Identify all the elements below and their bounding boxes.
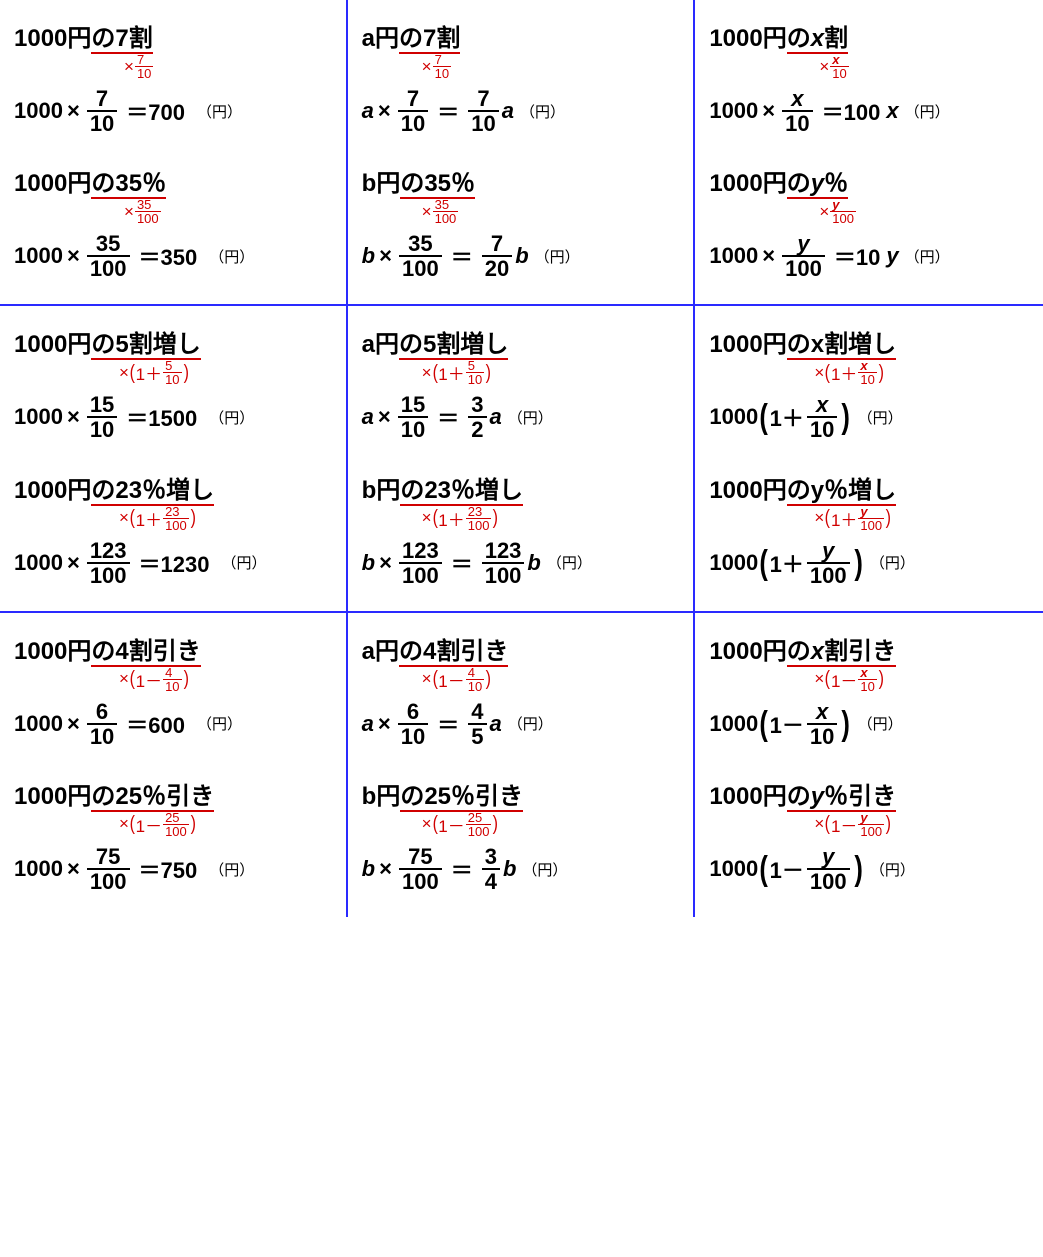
block-r2c2a: a円の5割増し × 1＋510 a× 1510 ＝ 32 a （円） xyxy=(362,324,680,441)
title: b円の35％ xyxy=(362,170,475,199)
title: a円の5割増し xyxy=(362,331,509,360)
equation: 1000× 710 ＝700 （円） xyxy=(14,87,332,135)
title: 1000円のy％引き xyxy=(709,783,896,812)
block-r3c2b: b円の25％引き × 1－25100 b× 75100 ＝ 34 b （円） xyxy=(362,776,680,893)
title: 1000円の23％増し xyxy=(14,477,214,506)
equation: 1000× 610 ＝600 （円） xyxy=(14,700,332,748)
equation: 1000× y100 ＝10y （円） xyxy=(709,232,1029,280)
equation: b× 75100 ＝ 34 b （円） xyxy=(362,845,680,893)
equation: 1000× 123100 ＝1230 （円） xyxy=(14,539,332,587)
block-r1c2a: a円の7割 × 710 a× 710 ＝ 710 a （円） xyxy=(362,18,680,135)
annotation: × y100 xyxy=(819,198,857,225)
annotation: × 1＋y100 xyxy=(814,505,891,532)
title: 1000円のy％ xyxy=(709,170,848,199)
equation: 1000 1＋x10 （円） xyxy=(709,393,1029,441)
annotation: × 1－410 xyxy=(422,666,492,693)
annotation: × 1＋23100 xyxy=(422,505,499,532)
title: 1000円の25％引き xyxy=(14,783,214,812)
equation: 1000 1＋y100 （円） xyxy=(709,539,1029,587)
math-grid: 1000円の7割 × 710 1000× 710 ＝700 （円） 1000円の… xyxy=(0,0,1043,917)
title: 1000円の4割引き xyxy=(14,638,201,667)
block-r1c2b: b円の35％ × 35100 b× 35100 ＝ 720 b （円） xyxy=(362,163,680,280)
equation: 1000 1－y100 （円） xyxy=(709,845,1029,893)
annotation: × 710 xyxy=(124,53,154,80)
title: 1000円のx割引き xyxy=(709,638,896,667)
annotation: × 1－x10 xyxy=(814,666,884,693)
title: 1000円の5割増し xyxy=(14,331,201,360)
block-r2c1b: 1000円の23％増し × 1＋23100 1000× 123100 ＝1230… xyxy=(14,470,332,587)
block-r1c3a: 1000円のx割 × x10 1000× x10 ＝100x （円） xyxy=(709,18,1029,135)
title: 1000円のx割増し xyxy=(709,331,896,360)
equation: 1000× 1510 ＝1500 （円） xyxy=(14,393,332,441)
annotation: × 1＋x10 xyxy=(814,359,884,386)
block-r2c3a: 1000円のx割増し × 1＋x10 1000 1＋x10 （円） xyxy=(709,324,1029,441)
block-r2c1a: 1000円の5割増し × 1＋510 1000× 1510 ＝1500 （円） xyxy=(14,324,332,441)
title: 1000円の7割 xyxy=(14,25,153,54)
block-r1c1b: 1000円の35％ × 35100 1000× 35100 ＝350 （円） xyxy=(14,163,332,280)
cell-r3c2: a円の4割引き × 1－410 a× 610 ＝ 45 a （円） b円の25％… xyxy=(348,613,696,917)
cell-r2c1: 1000円の5割増し × 1＋510 1000× 1510 ＝1500 （円） … xyxy=(0,306,348,612)
annotation: × 1－y100 xyxy=(814,811,891,838)
annotation: × 1＋510 xyxy=(422,359,492,386)
annotation: × 1＋23100 xyxy=(119,505,196,532)
cell-r2c2: a円の5割増し × 1＋510 a× 1510 ＝ 32 a （円） b円の23… xyxy=(348,306,696,612)
equation: 1000× 35100 ＝350 （円） xyxy=(14,232,332,280)
title: b円の25％引き xyxy=(362,783,523,812)
equation: 1000× x10 ＝100x （円） xyxy=(709,87,1029,135)
block-r2c2b: b円の23％増し × 1＋23100 b× 123100 ＝ 123100 b … xyxy=(362,470,680,587)
annotation: × 35100 xyxy=(124,198,162,225)
annotation: × 1＋510 xyxy=(119,359,189,386)
cell-r1c2: a円の7割 × 710 a× 710 ＝ 710 a （円） b円の35％ × xyxy=(348,0,696,306)
annotation: × 35100 xyxy=(422,198,460,225)
title: 1000円のx割 xyxy=(709,25,848,54)
block-r2c3b: 1000円のy％増し × 1＋y100 1000 1＋y100 （円） xyxy=(709,470,1029,587)
equation: 1000× 75100 ＝750 （円） xyxy=(14,845,332,893)
unit: （円） xyxy=(197,101,242,122)
block-r3c1a: 1000円の4割引き × 1－410 1000× 610 ＝600 （円） xyxy=(14,631,332,748)
cell-r3c1: 1000円の4割引き × 1－410 1000× 610 ＝600 （円） 10… xyxy=(0,613,348,917)
cell-r2c3: 1000円のx割増し × 1＋x10 1000 1＋x10 （円） 1000円の… xyxy=(695,306,1043,612)
block-r3c3b: 1000円のy％引き × 1－y100 1000 1－y100 （円） xyxy=(709,776,1029,893)
annotation: × 1－410 xyxy=(119,666,189,693)
title: a円の7割 xyxy=(362,25,461,54)
equation: b× 35100 ＝ 720 b （円） xyxy=(362,232,680,280)
annotation: × 710 xyxy=(422,53,452,80)
block-r3c1b: 1000円の25％引き × 1－25100 1000× 75100 ＝750 （… xyxy=(14,776,332,893)
annotation: × x10 xyxy=(819,53,849,80)
equation: b× 123100 ＝ 123100 b （円） xyxy=(362,539,680,587)
cell-r1c3: 1000円のx割 × x10 1000× x10 ＝100x （円） 1000円… xyxy=(695,0,1043,306)
block-r3c2a: a円の4割引き × 1－410 a× 610 ＝ 45 a （円） xyxy=(362,631,680,748)
cell-r3c3: 1000円のx割引き × 1－x10 1000 1－x10 （円） 1000円の… xyxy=(695,613,1043,917)
title: a円の4割引き xyxy=(362,638,509,667)
block-r3c3a: 1000円のx割引き × 1－x10 1000 1－x10 （円） xyxy=(709,631,1029,748)
title: 1000円のy％増し xyxy=(709,477,896,506)
equation: a× 610 ＝ 45 a （円） xyxy=(362,700,680,748)
annotation: × 1－25100 xyxy=(119,811,196,838)
equation: 1000 1－x10 （円） xyxy=(709,700,1029,748)
equation: a× 710 ＝ 710 a （円） xyxy=(362,87,680,135)
annotation: × 1－25100 xyxy=(422,811,499,838)
cell-r1c1: 1000円の7割 × 710 1000× 710 ＝700 （円） 1000円の… xyxy=(0,0,348,306)
title: 1000円の35％ xyxy=(14,170,166,199)
equation: a× 1510 ＝ 32 a （円） xyxy=(362,393,680,441)
block-r1c1a: 1000円の7割 × 710 1000× 710 ＝700 （円） xyxy=(14,18,332,135)
block-r1c3b: 1000円のy％ × y100 1000× y100 ＝10y （円） xyxy=(709,163,1029,280)
title: b円の23％増し xyxy=(362,477,523,506)
